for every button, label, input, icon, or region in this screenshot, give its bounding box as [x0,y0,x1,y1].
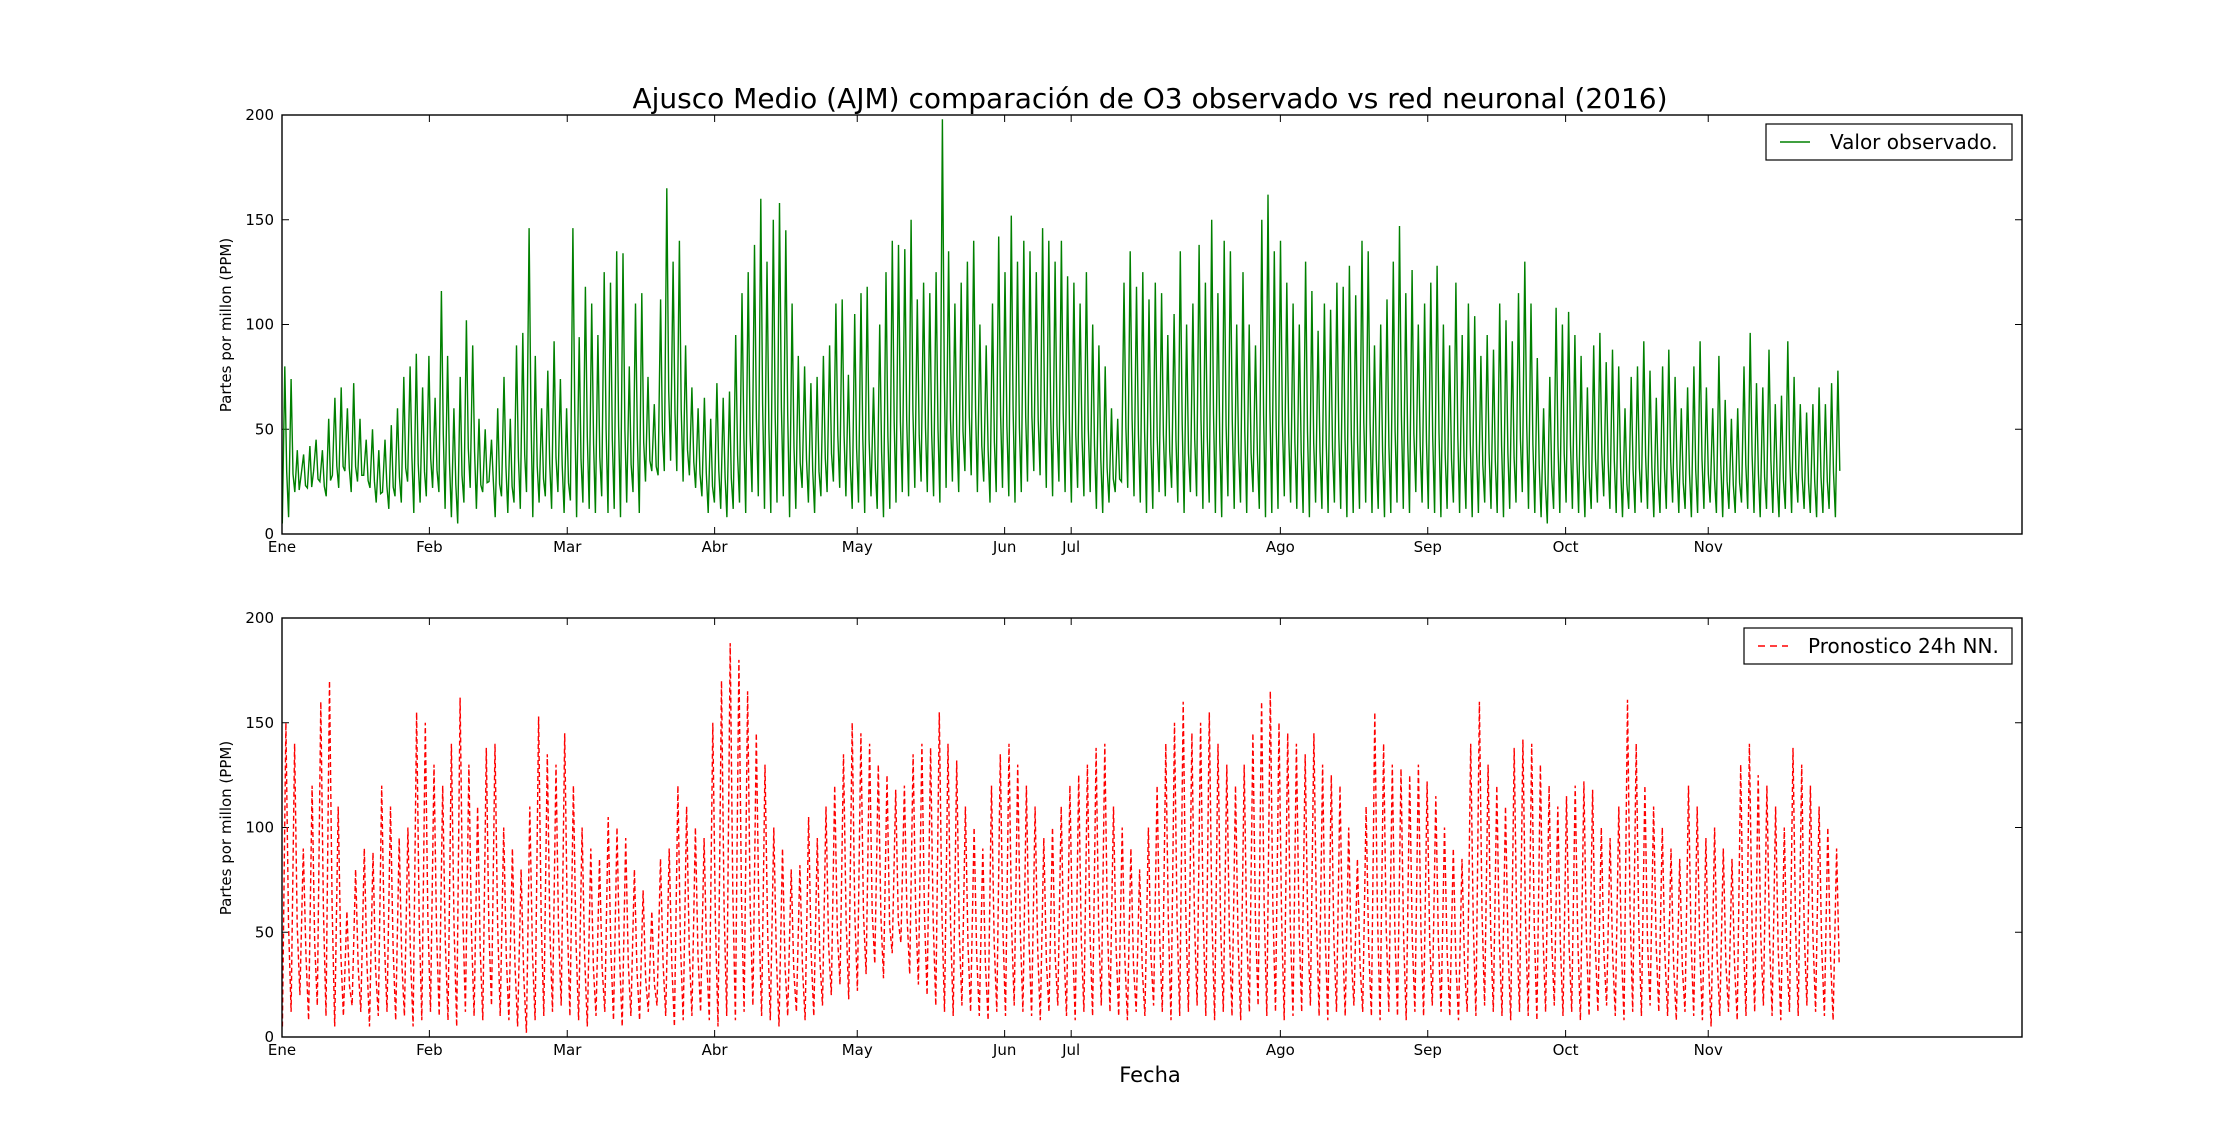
y-tick-label: 0 [264,525,274,543]
legend: Pronostico 24h NN. [1743,627,2013,665]
x-tick-label: Feb [416,1041,443,1059]
y-tick-label: 150 [245,714,274,732]
y-tick-label: 100 [245,316,274,334]
y-tick-label: 100 [245,819,274,837]
axis-ticks: 0 50 100 150 200 Ene Feb Mar Abr May Jun Jul Ago Sep O… [245,106,2022,556]
y-tick-label: 200 [245,106,274,124]
x-tick-label: Sep [1414,1041,1442,1059]
x-tick-label: Ago [1266,1041,1295,1059]
x-tick-label: Mar [553,1041,582,1059]
plot-frame [281,114,2023,535]
axis-ticks: 0 50 100 150 200 Ene Feb Mar Abr May Jun Jul Ago Sep O… [245,609,2022,1059]
x-tick-label: Feb [416,538,443,556]
chart-title: Ajusco Medio (AJM) comparación de O3 obs… [632,82,1667,115]
x-tick-label: May [842,1041,873,1059]
x-tick-label: Jul [1061,1041,1080,1059]
legend-label-forecast: Pronostico 24h NN. [1808,634,1999,658]
x-tick-label: Nov [1694,1041,1723,1059]
legend: Valor observado. [1765,123,2013,161]
x-tick-label: May [842,538,873,556]
x-tick-label: Oct [1553,538,1579,556]
y-axis-label: Partes por millon (PPM) [217,238,235,412]
x-tick-label: Jun [992,1041,1016,1059]
y-axis-label: Partes por millon (PPM) [217,741,235,915]
x-tick-label: Abr [702,1041,729,1059]
x-tick-label: Ene [268,538,296,556]
x-tick-label: Jun [992,538,1016,556]
series-line-forecast [281,643,1840,1033]
x-tick-label: Oct [1553,1041,1579,1059]
x-tick-label: Sep [1414,538,1442,556]
y-axis-label-text: Partes por millon (PPM) [217,741,235,915]
x-tick-label: Nov [1694,538,1723,556]
legend-label-observed: Valor observado. [1830,130,1998,154]
x-tick-label: Mar [553,538,582,556]
panel-observed: Partes por millon (PPM) 0 50 100 150 200 Ene F… [217,106,2023,556]
x-axis-label: Fecha [1119,1063,1181,1087]
x-tick-label: Ene [268,1041,296,1059]
y-tick-label: 50 [255,420,274,438]
legend-box [1743,627,2013,665]
y-tick-label: 150 [245,211,274,229]
y-tick-label: 0 [264,1028,274,1046]
series-line-observed [281,119,1841,524]
series-line-group [281,119,1841,524]
y-tick-label: 200 [245,609,274,627]
x-tick-label: Ago [1266,538,1295,556]
x-tick-label: Abr [702,538,729,556]
y-axis-label-text: Partes por millon (PPM) [217,238,235,412]
x-tick-label: Jul [1061,538,1080,556]
plot-frame [281,617,2023,1038]
panel-forecast: Partes por millon (PPM) 0 50 100 150 200 Ene F… [217,609,2023,1059]
y-tick-label: 50 [255,923,274,941]
series-line-group [281,643,1840,1033]
